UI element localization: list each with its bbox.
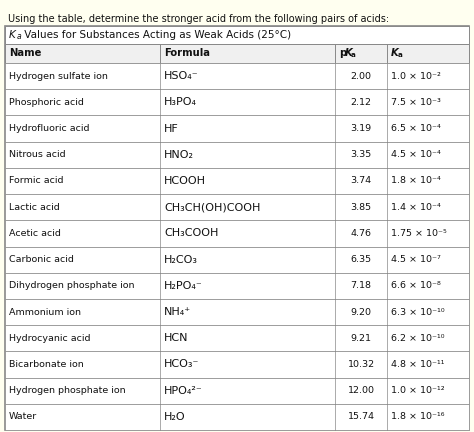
Text: 1.4 × 10⁻⁴: 1.4 × 10⁻⁴ bbox=[391, 203, 441, 212]
Text: 6.5 × 10⁻⁴: 6.5 × 10⁻⁴ bbox=[391, 124, 441, 133]
Text: Values for Substances Acting as Weak Acids (25°C): Values for Substances Acting as Weak Aci… bbox=[21, 30, 291, 40]
Text: 4.8 × 10⁻¹¹: 4.8 × 10⁻¹¹ bbox=[391, 360, 445, 369]
Text: 6.35: 6.35 bbox=[350, 255, 372, 264]
Text: HCOOH: HCOOH bbox=[164, 176, 206, 186]
Text: 1.0 × 10⁻²: 1.0 × 10⁻² bbox=[391, 72, 441, 81]
Text: a: a bbox=[398, 52, 403, 58]
Text: K: K bbox=[9, 30, 16, 40]
Bar bbox=[5, 220, 469, 247]
Text: Nitrous acid: Nitrous acid bbox=[9, 150, 65, 159]
Text: 6.6 × 10⁻⁸: 6.6 × 10⁻⁸ bbox=[391, 281, 441, 290]
Text: Using the table, determine the stronger acid from the following pairs of acids:: Using the table, determine the stronger … bbox=[8, 14, 389, 24]
Bar bbox=[5, 404, 469, 430]
Text: 9.20: 9.20 bbox=[350, 308, 372, 317]
Text: H₃PO₄: H₃PO₄ bbox=[164, 97, 197, 107]
Bar bbox=[5, 63, 469, 89]
Text: K: K bbox=[345, 48, 352, 58]
Text: Water: Water bbox=[9, 413, 37, 421]
Bar bbox=[5, 351, 469, 378]
Text: Hydrofluoric acid: Hydrofluoric acid bbox=[9, 124, 90, 133]
Text: 15.74: 15.74 bbox=[347, 413, 374, 421]
Text: 9.21: 9.21 bbox=[350, 334, 372, 343]
Text: H₂PO₄⁻: H₂PO₄⁻ bbox=[164, 281, 203, 291]
Text: HCN: HCN bbox=[164, 333, 189, 343]
Text: CH₃COOH: CH₃COOH bbox=[164, 229, 219, 238]
Text: 2.12: 2.12 bbox=[350, 98, 372, 107]
Text: H₂O: H₂O bbox=[164, 412, 186, 422]
Text: HF: HF bbox=[164, 124, 179, 133]
Text: CH₃CH(OH)COOH: CH₃CH(OH)COOH bbox=[164, 202, 260, 212]
Text: 2.00: 2.00 bbox=[350, 72, 372, 81]
Bar bbox=[5, 194, 469, 220]
Text: H₂CO₃: H₂CO₃ bbox=[164, 254, 198, 265]
Text: 12.00: 12.00 bbox=[347, 386, 374, 395]
Text: 1.0 × 10⁻¹²: 1.0 × 10⁻¹² bbox=[391, 386, 445, 395]
Text: 7.18: 7.18 bbox=[350, 281, 372, 290]
Text: 7.5 × 10⁻³: 7.5 × 10⁻³ bbox=[391, 98, 441, 107]
Text: NH₄⁺: NH₄⁺ bbox=[164, 307, 191, 317]
Text: 1.8 × 10⁻¹⁶: 1.8 × 10⁻¹⁶ bbox=[391, 413, 445, 421]
Text: HSO₄⁻: HSO₄⁻ bbox=[164, 71, 199, 81]
Text: Phosphoric acid: Phosphoric acid bbox=[9, 98, 84, 107]
Text: 1.8 × 10⁻⁴: 1.8 × 10⁻⁴ bbox=[391, 176, 441, 185]
Bar bbox=[5, 168, 469, 194]
Text: 3.19: 3.19 bbox=[350, 124, 372, 133]
Bar bbox=[5, 44, 469, 63]
Text: Dihydrogen phosphate ion: Dihydrogen phosphate ion bbox=[9, 281, 135, 290]
Bar bbox=[5, 89, 469, 115]
Text: Acetic acid: Acetic acid bbox=[9, 229, 61, 238]
Text: Lactic acid: Lactic acid bbox=[9, 203, 60, 212]
Text: 6.3 × 10⁻¹⁰: 6.3 × 10⁻¹⁰ bbox=[391, 308, 445, 317]
Text: 10.32: 10.32 bbox=[347, 360, 374, 369]
Bar bbox=[5, 26, 469, 44]
Text: Name: Name bbox=[9, 48, 41, 58]
Text: 4.76: 4.76 bbox=[350, 229, 372, 238]
Bar bbox=[5, 325, 469, 351]
Text: a: a bbox=[351, 52, 356, 58]
Text: Hydrogen sulfate ion: Hydrogen sulfate ion bbox=[9, 72, 108, 81]
Text: a: a bbox=[17, 32, 21, 41]
Bar bbox=[5, 142, 469, 168]
Text: 6.2 × 10⁻¹⁰: 6.2 × 10⁻¹⁰ bbox=[391, 334, 445, 343]
Text: HCO₃⁻: HCO₃⁻ bbox=[164, 359, 200, 369]
Bar bbox=[5, 273, 469, 299]
Text: 3.85: 3.85 bbox=[350, 203, 372, 212]
Text: Hydrogen phosphate ion: Hydrogen phosphate ion bbox=[9, 386, 126, 395]
Text: 1.75 × 10⁻⁵: 1.75 × 10⁻⁵ bbox=[391, 229, 447, 238]
Bar bbox=[5, 115, 469, 142]
Text: Hydrocyanic acid: Hydrocyanic acid bbox=[9, 334, 91, 343]
Text: Formic acid: Formic acid bbox=[9, 176, 64, 185]
Text: HPO₄²⁻: HPO₄²⁻ bbox=[164, 386, 203, 396]
Bar bbox=[5, 299, 469, 325]
Text: 3.74: 3.74 bbox=[350, 176, 372, 185]
Text: 4.5 × 10⁻⁷: 4.5 × 10⁻⁷ bbox=[391, 255, 441, 264]
Text: 4.5 × 10⁻⁴: 4.5 × 10⁻⁴ bbox=[391, 150, 441, 159]
Bar bbox=[5, 378, 469, 404]
Text: Formula: Formula bbox=[164, 48, 210, 58]
Bar bbox=[5, 247, 469, 273]
Text: Carbonic acid: Carbonic acid bbox=[9, 255, 74, 264]
Text: p: p bbox=[339, 48, 346, 58]
Text: Ammonium ion: Ammonium ion bbox=[9, 308, 81, 317]
Text: 3.35: 3.35 bbox=[350, 150, 372, 159]
Text: K: K bbox=[391, 48, 399, 58]
Text: HNO₂: HNO₂ bbox=[164, 150, 194, 160]
Text: Bicarbonate ion: Bicarbonate ion bbox=[9, 360, 84, 369]
